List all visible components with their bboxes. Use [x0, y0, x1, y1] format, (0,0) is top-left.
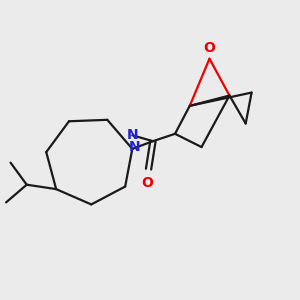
Text: O: O: [141, 176, 153, 190]
Text: N: N: [129, 140, 140, 154]
Text: O: O: [203, 41, 215, 55]
Text: N: N: [127, 128, 138, 142]
